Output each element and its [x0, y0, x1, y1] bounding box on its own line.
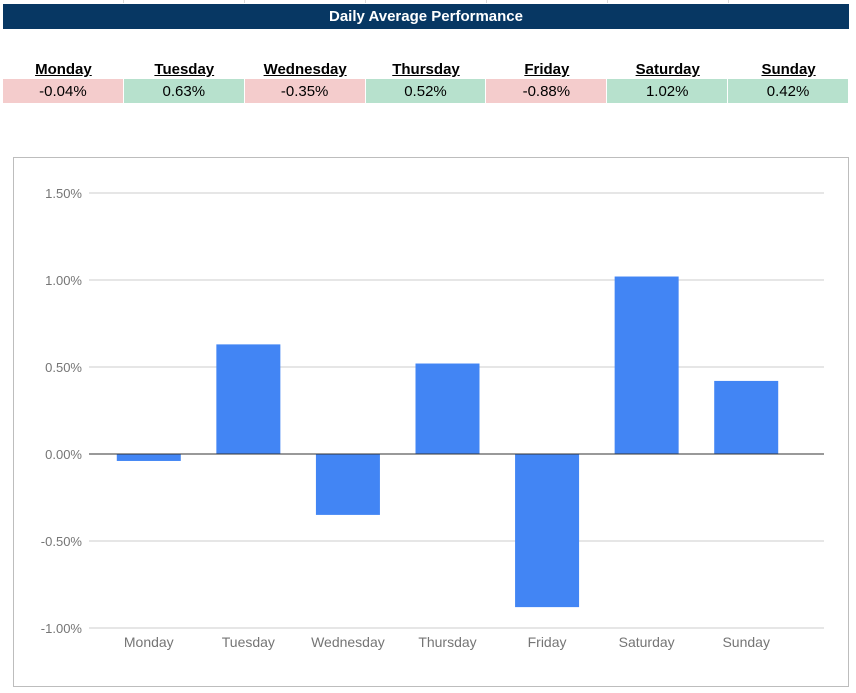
day-header-monday[interactable]: Monday	[35, 61, 92, 78]
day-value-sunday[interactable]: 0.42%	[728, 79, 849, 103]
x-tick-label: Saturday	[619, 634, 675, 650]
bar-wednesday	[315, 454, 380, 515]
y-tick-label: -1.00%	[41, 621, 83, 636]
x-tick-label: Thursday	[418, 634, 476, 650]
x-tick-label: Tuesday	[222, 634, 275, 650]
day-value-friday[interactable]: -0.88%	[486, 79, 608, 103]
y-tick-label: 0.50%	[45, 360, 82, 375]
sheet-gridline	[365, 0, 366, 3]
bar-friday	[515, 454, 580, 608]
y-tick-label: 1.00%	[45, 273, 82, 288]
y-tick-label: 0.00%	[45, 447, 82, 462]
sheet-gridline	[123, 0, 124, 3]
y-tick-label: 1.50%	[45, 186, 82, 201]
x-tick-label: Friday	[528, 634, 567, 650]
y-tick-label: -0.50%	[41, 534, 83, 549]
bar-sunday	[714, 380, 779, 454]
sheet-gridline	[486, 0, 487, 3]
performance-chart[interactable]: 1.50% 1.00% 0.50% 0.00% -0.50% -1.00% Monday Tu…	[13, 157, 849, 687]
day-value-tuesday[interactable]: 0.63%	[123, 79, 245, 103]
x-tick-label: Sunday	[722, 634, 769, 650]
day-value-thursday[interactable]: 0.52%	[365, 79, 487, 103]
sheet-gridline	[244, 0, 245, 3]
day-header-wednesday[interactable]: Wednesday	[263, 61, 347, 78]
bar-tuesday	[216, 344, 281, 454]
day-value-saturday[interactable]: 1.02%	[607, 79, 729, 103]
bar-saturday	[614, 276, 679, 454]
day-value-wednesday[interactable]: -0.35%	[244, 79, 366, 103]
bar-monday	[116, 454, 181, 461]
day-header-tuesday[interactable]: Tuesday	[154, 61, 215, 78]
day-value-monday[interactable]: -0.04%	[3, 79, 124, 103]
day-header-sunday[interactable]: Sunday	[761, 61, 816, 78]
x-tick-label: Wednesday	[311, 634, 385, 650]
sheet-gridline	[728, 0, 729, 3]
sheet-gridline	[607, 0, 608, 3]
daily-performance-table: Monday Tuesday Wednesday Thursday Friday Satu…	[3, 57, 849, 103]
bar-chart-svg: 1.50% 1.00% 0.50% 0.00% -0.50% -1.00% Monday Tu…	[41, 186, 824, 650]
sheet-title[interactable]: Daily Average Performance	[3, 4, 849, 29]
day-header-thursday[interactable]: Thursday	[392, 61, 460, 78]
x-tick-label: Monday	[124, 634, 174, 650]
bar-thursday	[415, 363, 480, 454]
day-header-saturday[interactable]: Saturday	[635, 61, 700, 78]
day-header-friday[interactable]: Friday	[524, 61, 570, 78]
